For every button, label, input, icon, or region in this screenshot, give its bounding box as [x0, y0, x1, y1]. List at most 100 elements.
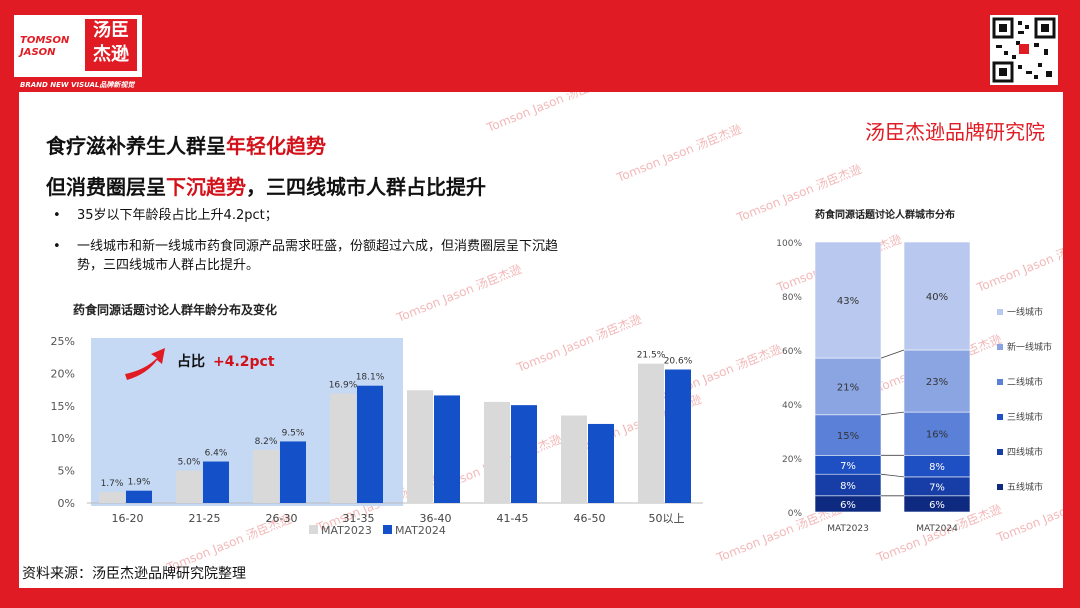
- data-label: 9.5%: [282, 428, 305, 438]
- bar-mat2023: [638, 363, 664, 503]
- bar-mat2024: [357, 385, 383, 503]
- legend-swatch: [997, 344, 1003, 350]
- bullet-item: 35岁以下年龄段占比上升4.2pct；: [53, 206, 583, 225]
- qr-code-icon: [990, 15, 1058, 85]
- legend-label: 三线城市: [1007, 411, 1043, 423]
- logo-english: TOMSON JASON: [20, 35, 70, 58]
- legend-swatch: [997, 379, 1003, 385]
- legend-swatch: [997, 449, 1003, 455]
- title-line-2-highlight: 下沉趋势: [166, 175, 246, 199]
- data-label: 1.7%: [101, 479, 124, 489]
- data-label: 8.2%: [255, 437, 278, 447]
- bullet-list: 35岁以下年龄段占比上升4.2pct； 一线城市和新一线城市药食同源产品需求旺盛…: [53, 206, 583, 287]
- legend-label: 新一线城市: [1007, 341, 1052, 353]
- legend-label: 五线城市: [1007, 481, 1043, 493]
- content-panel: Tomson Jason 汤臣杰逊 Tomson Jason 汤臣杰逊 Tomson…: [19, 92, 1063, 588]
- title-line-2-text: 但消费圈层呈: [46, 175, 166, 199]
- connector-line: [880, 349, 905, 359]
- data-label: 16.9%: [329, 380, 358, 390]
- stacked-segment: [814, 241, 882, 359]
- y-tick-label: 5%: [58, 465, 75, 478]
- y-tick-label: 20%: [51, 367, 75, 380]
- stacked-segment: [814, 414, 882, 456]
- x-tick-label: 36-40: [420, 512, 452, 525]
- watermark-text: Tomson Jason 汤臣杰逊: [614, 122, 744, 185]
- data-label: 5.0%: [178, 458, 201, 468]
- header: TOMSON JASON 汤臣杰逊 BRAND NEW VISUAL品牌新视觉: [0, 0, 1080, 92]
- x-tick-label: 26-30: [266, 512, 298, 525]
- stacked-segment: [903, 349, 971, 413]
- bar-mat2024: [280, 441, 306, 503]
- bar-mat2023: [407, 390, 433, 503]
- y-tick-label: 20%: [782, 455, 802, 465]
- y-tick-label: 25%: [51, 335, 75, 348]
- annotation-label: 占比: [177, 353, 205, 370]
- title-line-2-suffix: ，三四线城市人群占比提升: [246, 175, 486, 199]
- brand-tagline: BRAND NEW VISUAL品牌新视觉: [20, 81, 135, 89]
- connector-line: [880, 473, 905, 478]
- y-tick-label: 100%: [776, 239, 802, 249]
- bar-mat2023: [99, 491, 125, 503]
- bullet-item: 一线城市和新一线城市药食同源产品需求旺盛，份额超过六成，但消费圈层呈下沉趋势，三…: [53, 237, 583, 275]
- trend-arrow-icon: [125, 348, 165, 380]
- legend-swatch: [383, 525, 392, 534]
- title-line-1-highlight: 年轻化趋势: [226, 134, 326, 158]
- y-tick-label: 40%: [782, 401, 802, 411]
- x-tick-label: 21-25: [189, 512, 221, 525]
- segment-label: 7%: [929, 482, 945, 493]
- bar-mat2024: [665, 369, 691, 503]
- bar-mat2023: [561, 415, 587, 503]
- x-tick-label: MAT2023: [827, 524, 869, 534]
- legend-label: 二线城市: [1007, 376, 1043, 388]
- segment-label: 6%: [840, 500, 856, 511]
- data-label: 6.4%: [205, 449, 228, 459]
- bar-mat2024: [126, 490, 152, 503]
- y-tick-label: 80%: [782, 293, 802, 303]
- brand-logo: TOMSON JASON 汤臣杰逊: [14, 15, 142, 77]
- data-label: 21.5%: [637, 351, 666, 361]
- x-tick-label: 16-20: [112, 512, 144, 525]
- data-label: 1.9%: [128, 478, 151, 488]
- bar-mat2024: [588, 423, 614, 503]
- stacked-segment: [903, 241, 971, 351]
- bar-mat2023: [330, 393, 356, 503]
- data-label: 20.6%: [664, 357, 693, 367]
- stacked-segment: [903, 411, 971, 456]
- x-tick-label: 31-35: [343, 512, 375, 525]
- data-source: 资料来源：汤臣杰逊品牌研究院整理: [22, 566, 246, 582]
- segment-label: 15%: [837, 431, 859, 442]
- segment-label: 16%: [926, 430, 948, 441]
- segment-label: 6%: [929, 500, 945, 511]
- y-tick-label: 15%: [51, 400, 75, 413]
- segment-label: 40%: [926, 292, 948, 303]
- bar-mat2023: [176, 470, 202, 503]
- x-tick-label: MAT2024: [916, 524, 958, 534]
- segment-label: 7%: [840, 461, 856, 472]
- page-title-line-1: 食疗滋补养生人群呈年轻化趋势: [46, 130, 326, 159]
- city-chart-title: 药食同源话题讨论人群城市分布: [815, 210, 955, 221]
- segment-label: 8%: [929, 462, 945, 473]
- stacked-segment: [814, 357, 882, 416]
- x-tick-label: 50以上: [649, 512, 685, 525]
- age-chart-title: 药食同源话题讨论人群年龄分布及变化: [73, 303, 278, 317]
- x-tick-label: 46-50: [574, 512, 606, 525]
- legend-swatch: [997, 309, 1003, 315]
- legend-label: MAT2024: [395, 524, 446, 537]
- bar-mat2024: [203, 461, 229, 503]
- segment-label: 23%: [926, 377, 948, 388]
- age-distribution-chart: 0% 5% 10% 15% 20% 25% 1.7% 1.9% 16-20 5.0% 6.4% 21-…: [51, 335, 703, 537]
- legend-swatch: [997, 414, 1003, 420]
- y-tick-label: 0%: [58, 497, 75, 510]
- page-title-line-2: 但消费圈层呈下沉趋势，三四线城市人群占比提升: [46, 171, 486, 200]
- watermark-text: Tomson Jason 汤臣杰逊: [484, 92, 614, 135]
- logo-chinese: 汤臣杰逊: [85, 19, 137, 71]
- segment-label: 8%: [840, 481, 856, 492]
- title-line-1-text: 食疗滋补养生人群呈: [46, 134, 226, 158]
- legend-swatch: [997, 484, 1003, 490]
- segment-label: 43%: [837, 296, 859, 307]
- legend-label: MAT2023: [321, 524, 372, 537]
- qr-code-graphic: [992, 17, 1056, 83]
- bar-mat2023: [484, 401, 510, 503]
- x-tick-label: 41-45: [497, 512, 529, 525]
- bar-mat2023: [253, 449, 279, 503]
